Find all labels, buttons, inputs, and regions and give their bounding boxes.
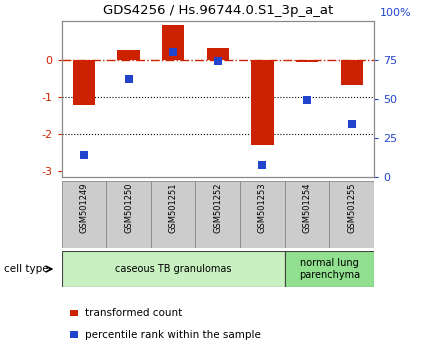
Bar: [106, 181, 151, 248]
Text: 100%: 100%: [380, 8, 411, 18]
Bar: [162, 25, 184, 60]
Text: percentile rank within the sample: percentile rank within the sample: [85, 330, 261, 339]
Bar: [341, 60, 363, 85]
Bar: [251, 60, 274, 145]
Text: normal lung
parenchyma: normal lung parenchyma: [299, 258, 360, 280]
Bar: [62, 181, 106, 248]
Bar: [207, 48, 229, 60]
Bar: [73, 60, 95, 105]
Text: GSM501253: GSM501253: [258, 183, 267, 233]
Point: [170, 49, 177, 55]
Text: GSM501255: GSM501255: [347, 183, 356, 233]
Point: [259, 162, 266, 167]
Bar: [117, 50, 140, 60]
Bar: [285, 251, 374, 287]
Bar: [62, 251, 285, 287]
Bar: [240, 181, 285, 248]
Point: [304, 97, 311, 103]
Point: [214, 58, 221, 64]
Bar: [285, 181, 330, 248]
Text: GSM501250: GSM501250: [124, 183, 133, 233]
Point: [125, 76, 132, 82]
Text: GSM501254: GSM501254: [303, 183, 312, 233]
Text: cell type: cell type: [4, 264, 49, 274]
Text: caseous TB granulomas: caseous TB granulomas: [115, 264, 231, 274]
Text: transformed count: transformed count: [85, 308, 182, 318]
Bar: [296, 60, 318, 62]
Point: [81, 152, 88, 158]
Bar: [151, 181, 195, 248]
Bar: [330, 181, 374, 248]
Title: GDS4256 / Hs.96744.0.S1_3p_a_at: GDS4256 / Hs.96744.0.S1_3p_a_at: [103, 4, 333, 17]
Bar: [195, 181, 240, 248]
Text: GSM501251: GSM501251: [169, 183, 178, 233]
Point: [348, 121, 355, 127]
Text: GSM501249: GSM501249: [79, 183, 88, 233]
Text: GSM501252: GSM501252: [213, 183, 222, 233]
